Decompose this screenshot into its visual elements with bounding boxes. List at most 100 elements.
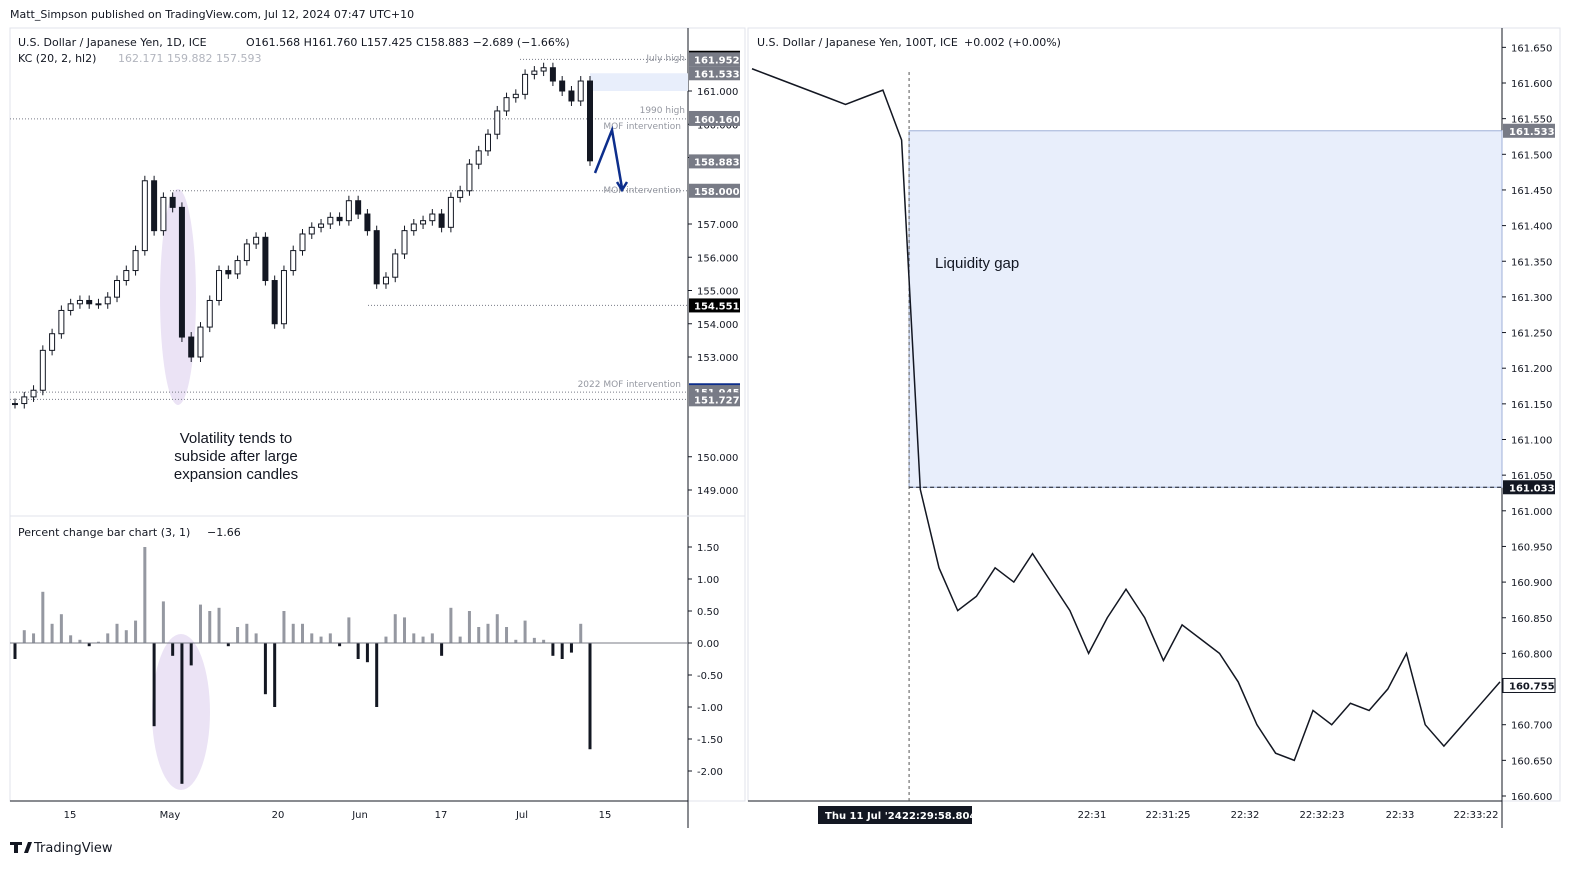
pct-title: Percent change bar chart (3, 1) xyxy=(18,526,190,539)
y-tick-label: 156.000 xyxy=(697,253,738,264)
pct-last: −1.66 xyxy=(207,526,241,539)
candle xyxy=(290,250,297,272)
cursor-time: 22:29:58.804 xyxy=(902,811,976,822)
pct-bar xyxy=(412,633,416,643)
candle xyxy=(123,270,130,282)
pct-bar xyxy=(180,643,184,784)
candle xyxy=(225,270,232,275)
right-change: +0.002 (+0.00%) xyxy=(964,36,1061,49)
candle xyxy=(447,196,454,228)
pct-bar xyxy=(291,623,295,643)
candle xyxy=(587,80,593,162)
pct-bar xyxy=(273,643,277,707)
x-tick-label: 22:33 xyxy=(1386,810,1415,821)
candle xyxy=(308,226,315,235)
pct-bar xyxy=(310,633,314,643)
zone xyxy=(590,73,688,91)
pct-bar xyxy=(41,591,45,643)
y-tick-label: 161.350 xyxy=(1511,257,1552,268)
candle xyxy=(512,93,519,99)
y-tick-label: 161.050 xyxy=(1511,471,1552,482)
y-tick-label: 160.600 xyxy=(1511,792,1552,803)
candle xyxy=(169,196,176,208)
y-tick-label: 161.250 xyxy=(1511,329,1552,340)
candle xyxy=(531,70,538,75)
price-badge xyxy=(689,154,740,169)
price-badge xyxy=(689,111,740,126)
pct-bar xyxy=(375,643,379,707)
price-badge xyxy=(689,66,740,81)
candle xyxy=(262,236,269,282)
pct-bar xyxy=(87,643,91,647)
y-tick-label: 161.400 xyxy=(1511,222,1552,233)
pct-bar xyxy=(523,620,527,643)
y-tick-label: 1.00 xyxy=(697,575,719,586)
pct-bar xyxy=(13,643,17,659)
annotation: MOF intervention xyxy=(603,122,681,132)
pct-bar xyxy=(560,643,564,659)
candle xyxy=(160,196,167,232)
candle xyxy=(67,303,74,311)
pct-bar xyxy=(319,636,323,643)
pct-bar xyxy=(403,617,407,643)
pct-bar xyxy=(198,604,202,643)
pct-bar xyxy=(152,643,156,727)
pct-bar xyxy=(393,614,397,643)
candle xyxy=(577,80,584,102)
candle xyxy=(178,206,185,338)
pct-bar xyxy=(430,633,434,643)
byline: Matt_Simpson published on TradingView.co… xyxy=(10,8,414,21)
candle xyxy=(12,403,18,406)
note: Liquidity gap xyxy=(935,255,1019,272)
candle xyxy=(271,280,278,325)
candle xyxy=(95,303,102,306)
badge-label: 161.952 xyxy=(694,55,740,66)
candle xyxy=(253,236,260,245)
pct-bar xyxy=(106,633,110,643)
pct-bar xyxy=(236,627,240,643)
candle xyxy=(234,260,241,275)
badge-label: 154.551 xyxy=(694,301,740,312)
candle xyxy=(410,223,417,232)
candle xyxy=(76,299,83,305)
pct-bar xyxy=(588,643,592,750)
y-tick-label: -1.00 xyxy=(697,703,723,714)
pct-bar xyxy=(32,633,36,643)
brand-logo xyxy=(10,842,32,853)
y-tick-label: 0.50 xyxy=(697,607,719,618)
y-tick-label: -1.50 xyxy=(697,735,723,746)
pct-bar xyxy=(477,627,481,643)
brand[interactable]: TradingView xyxy=(33,841,113,856)
indicator: KC (20, 2, hl2) xyxy=(18,52,96,65)
x-tick-label: 17 xyxy=(435,810,448,821)
highlight xyxy=(160,189,196,405)
candle xyxy=(401,230,408,255)
x-tick-label: 22:32:23 xyxy=(1300,810,1345,821)
y-tick-label: 155.000 xyxy=(697,287,738,298)
price-badge xyxy=(1503,123,1555,138)
pct-bar xyxy=(347,617,351,643)
pct-bar xyxy=(356,643,360,659)
annotation: 2022 MOF intervention xyxy=(578,380,681,390)
candle xyxy=(197,326,204,358)
y-tick-label: 161.000 xyxy=(697,87,738,98)
candle xyxy=(206,299,213,328)
y-tick-label: 160.800 xyxy=(1511,649,1552,660)
pct-bar xyxy=(245,623,249,643)
pct-bar xyxy=(134,620,138,643)
badge-label: 160.160 xyxy=(694,115,740,126)
candle xyxy=(355,200,362,215)
candle xyxy=(141,180,148,252)
x-tick-label: 20 xyxy=(272,810,285,821)
annotation: MOF intervention xyxy=(603,186,681,196)
y-tick-label: 161.500 xyxy=(1511,150,1552,161)
price-line xyxy=(751,68,1501,762)
candle xyxy=(336,216,343,222)
y-tick-label: 161.000 xyxy=(1511,507,1552,518)
candle xyxy=(382,276,389,285)
y-tick-label: 160.900 xyxy=(1511,578,1552,589)
pct-bar xyxy=(495,614,499,643)
indicator-values: 162.171 159.882 157.593 xyxy=(118,52,261,65)
pct-bar xyxy=(189,643,193,666)
y-tick-label: 160.650 xyxy=(1511,756,1552,767)
